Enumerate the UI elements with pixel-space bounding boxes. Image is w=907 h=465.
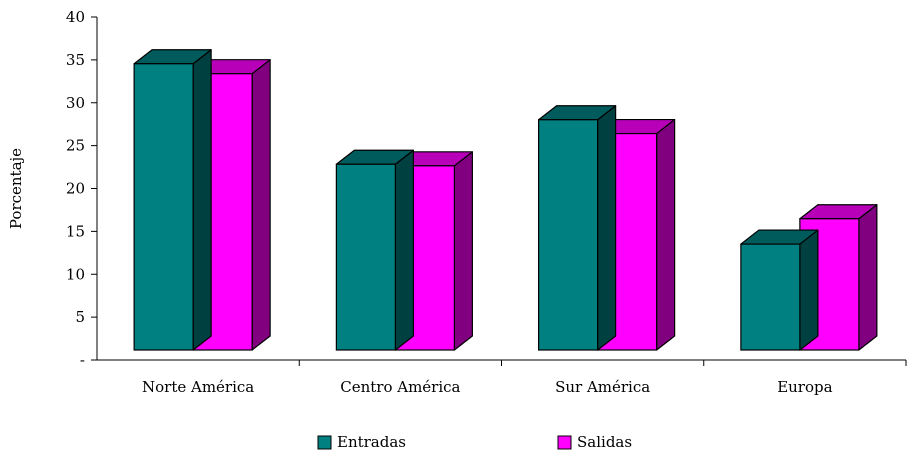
bar-entradas-0 — [133, 49, 212, 351]
bar-front-face — [133, 63, 194, 351]
bar-side-face — [597, 105, 617, 351]
y-tick-label: - — [80, 351, 85, 369]
x-tick-label: Europa — [777, 378, 832, 396]
y-tick-label: 5 — [75, 308, 85, 326]
bar-front-face — [740, 243, 801, 351]
bar-side-face — [394, 149, 414, 351]
bar-side-face — [656, 118, 676, 351]
legend-swatch — [317, 435, 332, 450]
y-tick-label: 25 — [66, 137, 85, 155]
axes-layer — [91, 16, 907, 366]
legend-item-salidas: Salidas — [557, 433, 632, 451]
y-tick-label: 40 — [66, 8, 85, 26]
legend-label: Salidas — [577, 433, 632, 451]
y-tick-label: 10 — [66, 265, 85, 283]
labels-layer: - 5 10 15 20 25 30 35 40 Porcentaje Norte América C… — [7, 8, 833, 396]
bar-entradas-2 — [538, 105, 617, 351]
bar-side-face — [799, 229, 819, 351]
x-tick-label: Centro América — [340, 378, 460, 396]
bar-entradas-3 — [740, 229, 819, 351]
y-tick-label: 15 — [66, 222, 85, 240]
bar-side-face — [453, 151, 473, 351]
legend-swatch — [557, 435, 572, 450]
legend-label: Entradas — [337, 433, 406, 451]
y-tick-label: 20 — [66, 180, 85, 198]
y-tick-label: 30 — [66, 94, 85, 112]
legend: Entradas Salidas — [317, 433, 632, 451]
bar-side-face — [858, 204, 878, 351]
legend-item-entradas: Entradas — [317, 433, 406, 451]
bar-side-face — [192, 49, 212, 351]
bar-entradas-1 — [335, 149, 414, 351]
y-axis-title: Porcentaje — [7, 148, 25, 229]
bar-front-face — [538, 119, 599, 351]
bar-side-face — [251, 59, 271, 351]
x-tick-label: Norte América — [142, 378, 254, 396]
y-tick-label: 35 — [66, 51, 85, 69]
bars-layer — [133, 49, 878, 351]
bar-front-face — [335, 163, 396, 351]
x-tick-label: Sur América — [555, 378, 650, 396]
